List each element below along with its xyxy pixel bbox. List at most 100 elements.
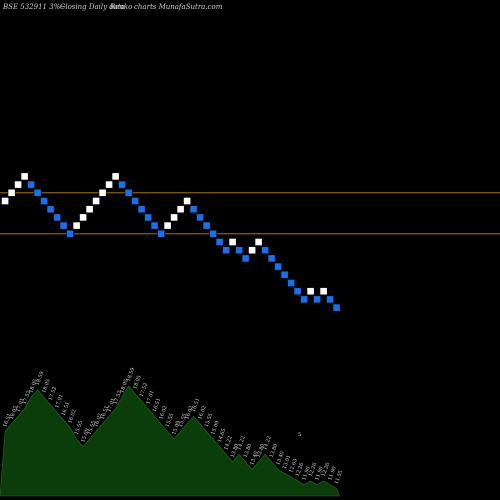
- volume-label: 12.26: [321, 462, 332, 478]
- renko-brick-down: [118, 180, 126, 189]
- renko-brick-up: [111, 172, 120, 181]
- volume-label: 18.05: [28, 378, 39, 394]
- volume-label: 18.05: [132, 375, 143, 391]
- renko-brick-up: [319, 287, 328, 296]
- renko-brick-down: [300, 295, 308, 304]
- renko-brick-down: [261, 246, 269, 255]
- volume-label: 16.51: [61, 401, 72, 417]
- renko-brick-down: [40, 197, 48, 205]
- renko-brick-up: [72, 221, 81, 230]
- renko-brick-down: [222, 246, 230, 255]
- renko-brick-down: [131, 197, 139, 205]
- volume-label: 17.01: [54, 394, 65, 410]
- renko-brick-down: [59, 221, 68, 230]
- renko-brick-up: [20, 172, 29, 181]
- renko-brick-down: [53, 213, 61, 222]
- renko-brick-down: [157, 229, 165, 238]
- volume-label: 11.90: [301, 466, 312, 482]
- volume-label: 13.80: [230, 443, 241, 459]
- renko-brick-up: [306, 287, 315, 296]
- volume-label: 17.52: [48, 386, 59, 402]
- renko-brick-down: [267, 254, 276, 263]
- renko-brick-up: [254, 238, 263, 246]
- renko-brick-up: [79, 213, 87, 222]
- volume-label: 11.90: [327, 466, 338, 482]
- volume-label: 18.05: [119, 378, 130, 394]
- volume-label: 14.22: [223, 435, 234, 451]
- volume-label: 15.55: [165, 413, 176, 429]
- header-site: charts MunafaSutra.com: [134, 3, 223, 11]
- volume-label: 17.01: [15, 397, 26, 413]
- volume-labels: 16.5116.0217.0117.5218.0518.5918.0517.52…: [2, 367, 344, 485]
- volume-label: 13.40: [249, 451, 260, 467]
- renko-brick-down: [293, 287, 302, 296]
- renko-bricks: [1, 172, 341, 312]
- renko-brick-down: [215, 238, 224, 246]
- volume-label: 16.02: [158, 405, 169, 421]
- renko-brick-up: [176, 205, 185, 214]
- volume-label: 13.40: [275, 451, 286, 467]
- renko-brick-down: [66, 229, 74, 238]
- renko-brick-down: [27, 180, 35, 189]
- volume-area-fill: [0, 385, 340, 497]
- renko-brick-up: [170, 213, 178, 222]
- renko-brick-down: [332, 303, 341, 312]
- volume-label: 16.02: [9, 405, 20, 421]
- renko-brick-down: [33, 188, 42, 197]
- volume-label: 17.01: [106, 397, 117, 413]
- renko-brick-up: [92, 197, 100, 205]
- renko-brick-down: [326, 295, 334, 304]
- volume-label: 11.55: [334, 470, 345, 486]
- header-description: Closing Daily data: [60, 3, 125, 11]
- volume-label: 14.65: [217, 428, 228, 444]
- renko-brick-down: [124, 188, 133, 197]
- volume-label: 16.51: [191, 397, 202, 413]
- reference-lines: [0, 192, 500, 235]
- renko-brick-up: [98, 188, 107, 197]
- volume-label: 17.01: [145, 390, 156, 406]
- renko-brick-up: [7, 188, 16, 197]
- volume-label: 16.02: [197, 405, 208, 421]
- renko-brick-down: [189, 205, 198, 214]
- renko-brick-up: [248, 246, 256, 255]
- volume-label: 16.51: [2, 413, 13, 429]
- volume-label: 16.51: [100, 405, 111, 421]
- renko-brick-up: [228, 238, 237, 246]
- volume-label: 18.05: [41, 378, 52, 394]
- renko-brick-up: [105, 180, 113, 189]
- volume-label: 13.01: [282, 454, 293, 470]
- volume-label: 16.02: [67, 409, 78, 425]
- renko-brick-down: [202, 221, 211, 230]
- renko-brick-down: [313, 295, 321, 304]
- volume-label: 15.09: [210, 420, 221, 436]
- volume-label: 12.26: [308, 462, 319, 478]
- renko-brick-down: [46, 205, 55, 214]
- renko-brick-down: [137, 205, 146, 214]
- volume-label: 15.09: [80, 428, 91, 444]
- renko-brick-down: [287, 279, 295, 287]
- volume-label: 15.55: [204, 413, 215, 429]
- renko-brick-up: [1, 197, 9, 205]
- header-symbol: BSE 532911 3%~: [2, 3, 66, 11]
- volume-label: 17.52: [22, 390, 33, 406]
- renko-brick-up: [163, 221, 172, 230]
- volume-label: 13.80: [269, 443, 280, 459]
- renko-brick-up: [14, 180, 22, 189]
- renko-brick-down: [280, 270, 289, 279]
- volume-label: 16.02: [184, 405, 195, 421]
- volume-label: 17.52: [139, 382, 150, 398]
- renko-brick-down: [241, 254, 250, 263]
- volume-label: 14.22: [236, 435, 247, 451]
- renko-brick-down: [196, 213, 204, 222]
- volume-label: 16.51: [152, 397, 163, 413]
- volume-label: 18.59: [35, 371, 46, 387]
- volume-label: 12.63: [288, 458, 299, 474]
- volume-label: 13.80: [256, 443, 267, 459]
- volume-label: 12.26: [295, 462, 306, 478]
- renko-brick-up: [85, 205, 94, 214]
- volume-label: 11.90: [314, 466, 325, 482]
- volume-label: 14.22: [262, 435, 273, 451]
- renko-brick-down: [209, 229, 217, 238]
- volume-label: 13.80: [243, 443, 254, 459]
